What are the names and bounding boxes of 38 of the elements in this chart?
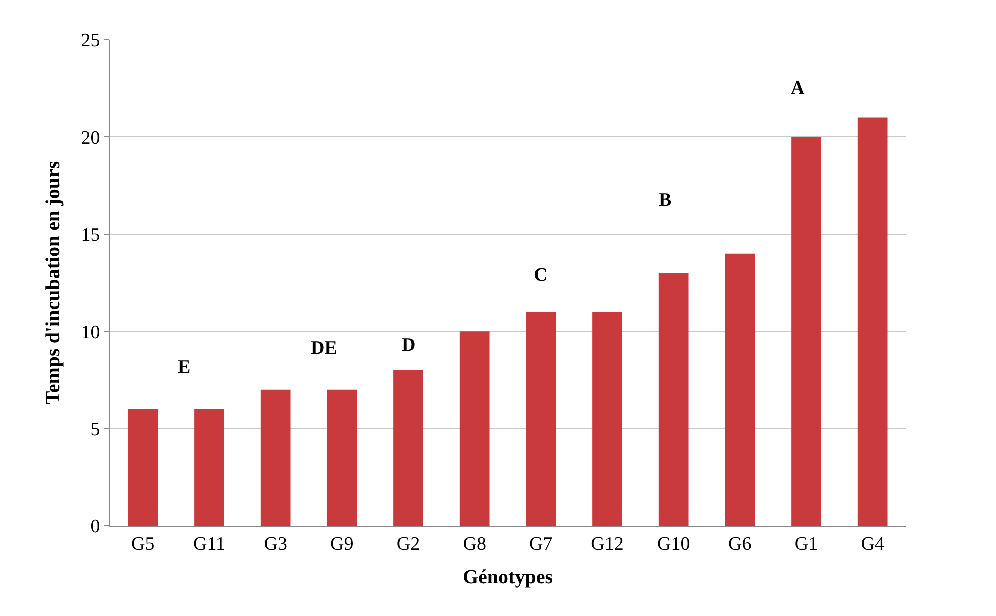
x-tick-label: G6 <box>728 534 752 555</box>
x-tick-label: G12 <box>591 534 624 555</box>
x-axis-title: Génotypes <box>463 566 554 588</box>
annotation: B <box>659 190 672 211</box>
annotation: A <box>791 78 805 99</box>
x-tick-label: G5 <box>132 534 155 555</box>
x-tick-label: G8 <box>463 534 486 555</box>
x-tick-label: G11 <box>193 534 226 555</box>
y-tick-label: 15 <box>81 225 100 246</box>
bar <box>128 409 158 526</box>
x-tick-label: G1 <box>794 534 818 555</box>
y-tick-label: 0 <box>90 516 100 538</box>
annotation: E <box>178 357 191 378</box>
x-tick-label: G2 <box>396 534 420 555</box>
bar <box>725 254 756 526</box>
x-tick-label: G7 <box>530 534 553 555</box>
bar <box>658 273 689 526</box>
annotation: DE <box>311 338 338 359</box>
bar <box>194 409 224 526</box>
bar <box>792 137 822 526</box>
y-tick-label: 10 <box>81 322 100 344</box>
x-tick-label: G10 <box>657 534 690 555</box>
annotation: D <box>402 335 416 356</box>
y-axis-title: Temps d'incubation en jours <box>42 161 65 405</box>
bar <box>394 370 424 526</box>
bar <box>460 332 490 526</box>
annotation: C <box>534 265 548 286</box>
x-tick-label: G4 <box>861 534 885 555</box>
bar <box>260 390 291 526</box>
bar <box>858 118 888 526</box>
x-tick-label: G9 <box>330 534 354 555</box>
y-tick-label: 25 <box>81 30 100 52</box>
x-tick-label: G3 <box>264 534 288 555</box>
bar <box>327 390 358 526</box>
y-tick-label: 5 <box>90 419 100 440</box>
bar <box>526 312 556 526</box>
y-tick-label: 20 <box>81 128 100 149</box>
bar <box>592 312 622 526</box>
